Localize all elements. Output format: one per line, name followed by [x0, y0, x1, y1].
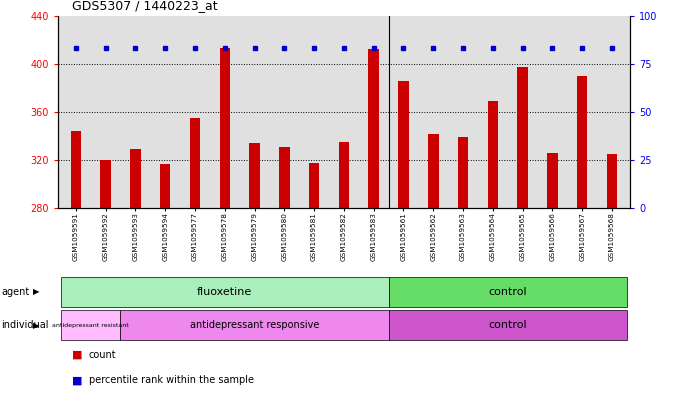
Bar: [279, 147, 289, 208]
Text: count: count: [89, 350, 116, 360]
Text: ▶: ▶: [33, 321, 39, 330]
Bar: [389, 277, 627, 307]
Bar: [338, 142, 349, 208]
Bar: [130, 149, 140, 208]
Bar: [61, 310, 121, 340]
Text: ■: ■: [72, 350, 82, 360]
Bar: [607, 154, 617, 208]
Text: GDS5307 / 1440223_at: GDS5307 / 1440223_at: [72, 0, 217, 12]
Bar: [71, 131, 81, 208]
Text: percentile rank within the sample: percentile rank within the sample: [89, 375, 253, 385]
Text: control: control: [488, 320, 527, 330]
Bar: [488, 101, 498, 208]
Text: ■: ■: [72, 375, 82, 385]
Text: antidepressant responsive: antidepressant responsive: [190, 320, 319, 330]
Bar: [458, 137, 469, 208]
Bar: [428, 134, 439, 208]
Text: fluoxetine: fluoxetine: [197, 287, 253, 297]
Bar: [61, 277, 389, 307]
Bar: [100, 160, 111, 208]
Bar: [368, 50, 379, 208]
Bar: [160, 164, 170, 208]
Text: agent: agent: [1, 287, 29, 297]
Bar: [518, 68, 528, 208]
Text: control: control: [488, 287, 527, 297]
Bar: [121, 310, 389, 340]
Text: ▶: ▶: [33, 287, 39, 296]
Bar: [219, 48, 230, 208]
Bar: [389, 310, 627, 340]
Bar: [309, 163, 319, 208]
Bar: [190, 118, 200, 208]
Bar: [548, 153, 558, 208]
Text: antidepressant resistant: antidepressant resistant: [52, 323, 129, 328]
Text: individual: individual: [1, 320, 49, 330]
Bar: [249, 143, 259, 208]
Bar: [398, 81, 409, 208]
Bar: [577, 76, 588, 208]
